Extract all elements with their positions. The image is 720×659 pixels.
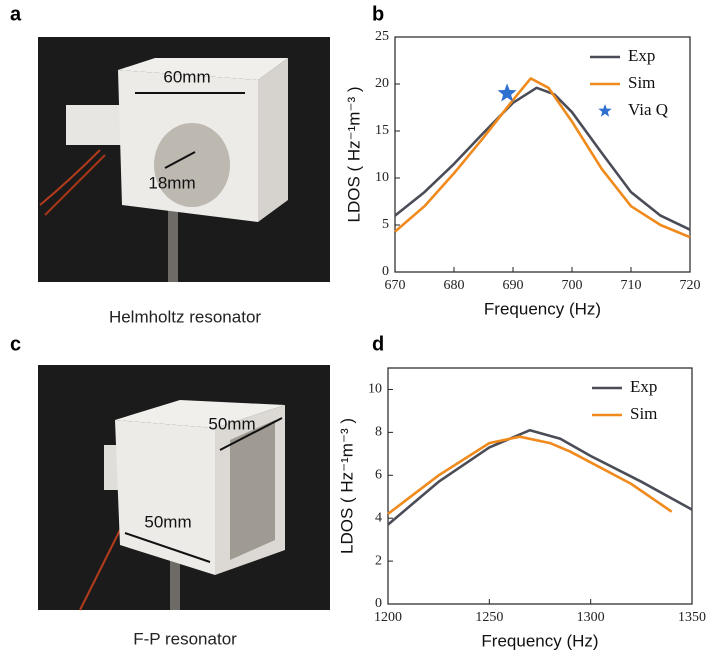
caption: Helmholtz resonator <box>109 307 261 326</box>
annotation: 18mm <box>148 173 195 192</box>
y-tick-label: 25 <box>375 29 389 44</box>
y-tick-label: 0 <box>375 596 382 611</box>
y-tick-label: 5 <box>382 217 389 232</box>
annotation: 60mm <box>163 67 210 86</box>
x-tick-label: 1250 <box>475 610 503 625</box>
x-tick-label: 680 <box>444 278 465 293</box>
caption: F-P resonator <box>133 629 237 648</box>
y-axis-title: LDOS ( Hz⁻¹m⁻³ ) <box>344 87 363 223</box>
annotation: 50mm <box>208 414 255 433</box>
panel-label: c <box>10 333 21 355</box>
x-tick-label: 720 <box>680 278 701 293</box>
series-line <box>387 428 693 526</box>
x-tick-label: 690 <box>503 278 524 293</box>
y-tick-label: 10 <box>375 170 389 185</box>
legend-label: Exp <box>630 377 657 396</box>
x-tick-label: 700 <box>562 278 583 293</box>
panel-label: b <box>372 3 384 25</box>
y-tick-label: 10 <box>368 382 382 397</box>
photo-helmholtz <box>38 37 330 282</box>
plot-frame <box>394 36 691 273</box>
star-marker <box>497 83 517 102</box>
y-tick-label: 4 <box>375 510 382 525</box>
x-axis-title: Frequency (Hz) <box>481 631 598 650</box>
y-tick-label: 0 <box>382 264 389 279</box>
x-tick-label: 1350 <box>678 610 706 625</box>
y-tick-label: 8 <box>375 425 382 440</box>
legend-label: Via Q <box>628 100 668 119</box>
y-tick-label: 20 <box>375 76 389 91</box>
legend-label: Sim <box>628 73 655 92</box>
legend-label: Sim <box>630 404 657 423</box>
y-tick-label: 6 <box>375 467 382 482</box>
x-tick-label: 1200 <box>374 610 402 625</box>
legend-marker <box>598 104 612 117</box>
y-tick-label: 2 <box>375 553 382 568</box>
panel-label: d <box>372 333 384 355</box>
x-axis-title: Frequency (Hz) <box>484 299 601 318</box>
series-line <box>387 435 673 515</box>
legend-label: Exp <box>628 46 655 65</box>
plot-frame <box>387 367 693 605</box>
series-line <box>394 86 691 231</box>
series-line <box>394 77 691 239</box>
annotation: 50mm <box>144 512 191 531</box>
y-tick-label: 15 <box>375 123 389 138</box>
x-tick-label: 670 <box>385 278 406 293</box>
x-tick-label: 710 <box>621 278 642 293</box>
panel-label: a <box>10 3 22 25</box>
y-axis-title: LDOS ( Hz⁻¹m⁻³ ) <box>337 418 356 554</box>
x-tick-label: 1300 <box>577 610 605 625</box>
photo-fp <box>38 365 330 611</box>
